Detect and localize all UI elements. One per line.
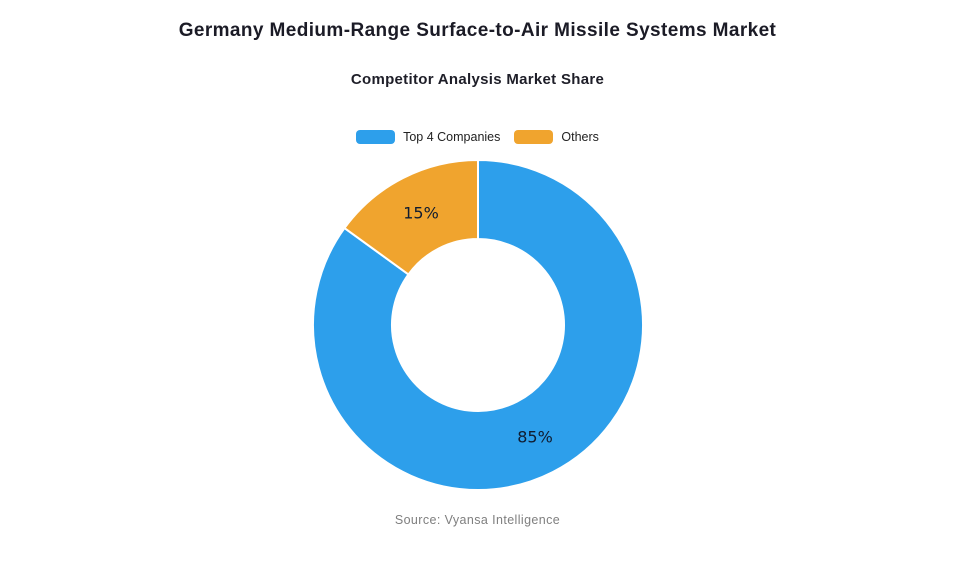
legend-item-others[interactable]: Others (514, 130, 599, 144)
donut-slice-others (343, 159, 479, 276)
chart-legend: Top 4 Companies Others (0, 130, 955, 144)
slice-value-label-top-4-companies: 85% (517, 427, 553, 446)
chart-title: Germany Medium-Range Surface-to-Air Miss… (178, 20, 777, 41)
donut-chart: 85% 15% (312, 159, 644, 491)
legend-label: Others (561, 130, 599, 144)
source-text: Source: Vyansa Intelligence (394, 513, 561, 527)
legend-item-top-4-companies[interactable]: Top 4 Companies (356, 130, 500, 144)
chart-subtitle: Competitor Analysis Market Share (350, 71, 605, 88)
donut-slice-top-4-companies (312, 159, 644, 491)
legend-swatch-others (514, 130, 554, 144)
legend-label: Top 4 Companies (403, 130, 501, 144)
slice-value-label-others: 15% (403, 204, 439, 223)
legend-swatch-top-4-companies (356, 130, 396, 144)
